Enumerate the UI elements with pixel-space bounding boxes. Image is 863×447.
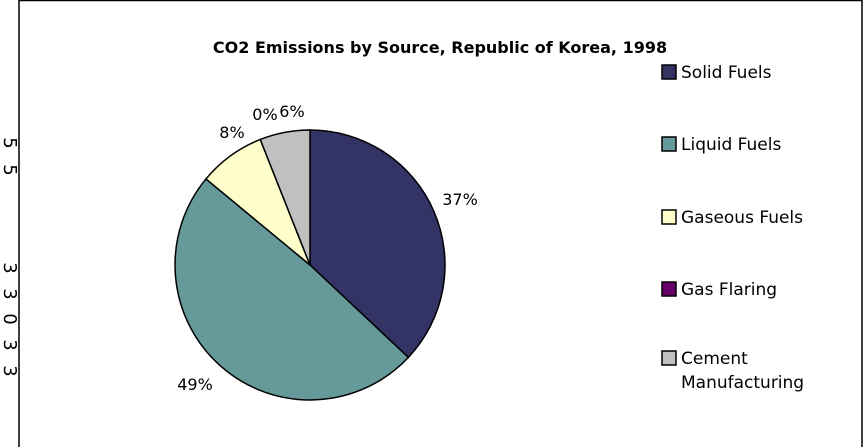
cropped-edge-text: 5 5 3 3 0 3 3: [0, 137, 20, 376]
legend-item-gaseous-fuels: Gaseous Fuels: [661, 208, 803, 228]
data-label-solid-fuels: 37%: [442, 190, 478, 209]
legend-label: Gas Flaring: [681, 280, 777, 300]
pie-slice-liquid-fuels: [174, 177, 410, 401]
pie-slice-cement-manufacturing: [259, 129, 311, 266]
edge-fragment: 0: [0, 313, 20, 324]
legend-item-cement-manufacturing: Cement Manufacturing: [661, 349, 804, 393]
legend-label: Manufacturing: [681, 373, 804, 393]
legend-swatch: [661, 209, 677, 225]
legend-item-gas-flaring: Gas Flaring: [661, 280, 777, 300]
edge-fragment: 5: [0, 137, 20, 148]
legend-swatch: [661, 136, 677, 152]
pie-slice-solid-fuels: [309, 129, 446, 359]
legend-label: Gaseous Fuels: [681, 208, 803, 228]
legend-swatch: [661, 281, 677, 297]
data-label-cement-manufacturing: 6%: [279, 102, 304, 121]
pie-slices: [174, 129, 446, 401]
chart-title: CO2 Emissions by Source, Republic of Kor…: [213, 38, 667, 57]
edge-fragment: 3: [0, 262, 20, 273]
edge-fragment: 3: [0, 288, 20, 299]
data-label-gaseous-fuels: 8%: [219, 123, 244, 142]
legend-label: Solid Fuels: [681, 63, 772, 83]
chart-border: [18, 0, 863, 447]
legend-label: Cement: [681, 349, 748, 369]
legend-item-liquid-fuels: Liquid Fuels: [661, 135, 781, 155]
legend-label: Liquid Fuels: [681, 135, 781, 155]
legend-item-solid-fuels: Solid Fuels: [661, 63, 772, 83]
pie-data-labels: 37% 49% 8% 0% 6%: [177, 102, 478, 394]
data-label-liquid-fuels: 49%: [177, 375, 213, 394]
edge-fragment: 5: [0, 164, 20, 175]
chart-legend: Solid Fuels Liquid Fuels Gaseous Fuels Gas …: [661, 63, 804, 393]
legend-swatch: [661, 350, 677, 366]
edge-fragment: 3: [0, 365, 20, 376]
data-label-gas-flaring: 0%: [252, 105, 277, 124]
edge-fragment: 3: [0, 339, 20, 350]
legend-swatch: [661, 64, 677, 80]
